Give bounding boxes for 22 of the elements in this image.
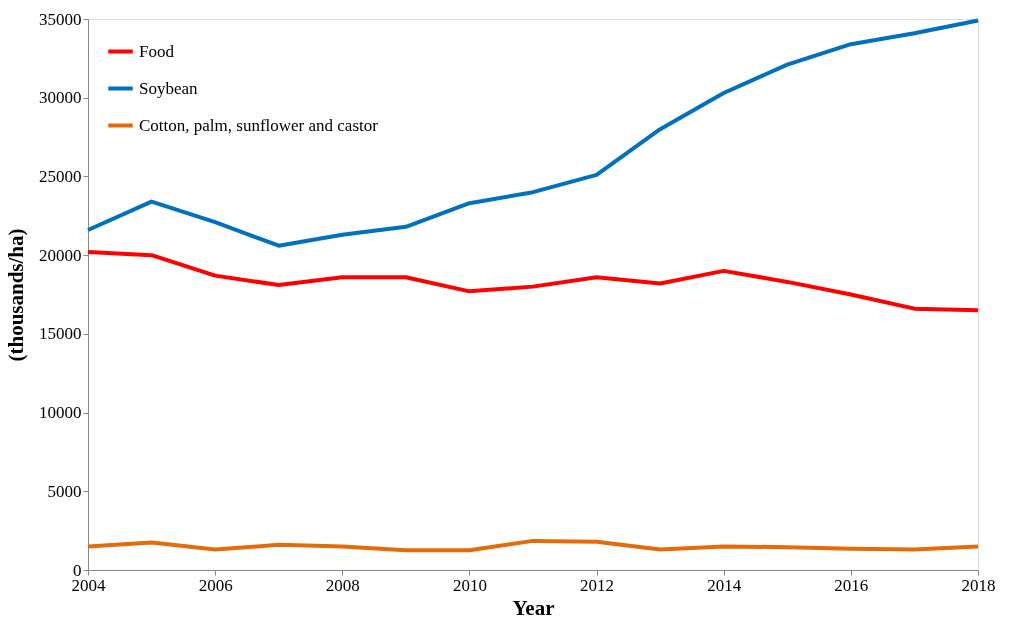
x-tick-label: 2016: [834, 575, 869, 595]
y-tick-label: 5000: [47, 481, 82, 501]
x-tick-label: 2008: [325, 575, 360, 595]
y-tick-label: 15000: [39, 324, 82, 344]
legend-label: Cotton, palm, sunflower and castor: [139, 115, 379, 135]
line-series: [86, 538, 980, 553]
x-tick-label: 2018: [961, 575, 996, 595]
x-tick-label: 2006: [198, 575, 233, 595]
x-axis-title: Year: [512, 595, 555, 620]
y-axis-title: (thousands/ha): [4, 228, 28, 362]
x-tick-label: 2014: [707, 575, 742, 595]
line-series: [86, 249, 980, 313]
y-tick-label: 30000: [39, 88, 82, 108]
x-tick-label: 2010: [452, 575, 487, 595]
y-tick-label: 20000: [39, 245, 82, 265]
y-tick-label: 35000: [39, 9, 82, 29]
legend-label: Soybean: [139, 78, 199, 98]
y-tick-label: 10000: [39, 403, 82, 423]
legend-label: Food: [139, 41, 175, 61]
x-tick-label: 2012: [580, 575, 615, 595]
y-tick-label: 25000: [39, 166, 82, 186]
line-series: [86, 18, 980, 248]
